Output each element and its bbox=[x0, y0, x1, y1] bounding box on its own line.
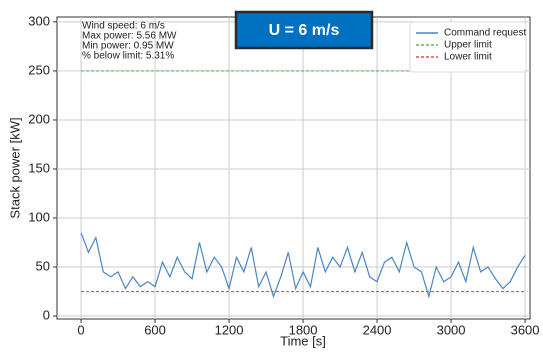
legend-box bbox=[409, 21, 527, 73]
y-tick-label: 0 bbox=[43, 307, 50, 322]
annotation: Max power: 5.56 MW bbox=[82, 31, 177, 42]
data-line bbox=[80, 232, 526, 299]
annotation: Min power: 0.95 MW bbox=[82, 41, 174, 52]
x-tick-label: 1200 bbox=[215, 322, 244, 337]
title-box bbox=[234, 10, 374, 50]
y-tick-label: 300 bbox=[28, 13, 50, 28]
x-tick-label: 0 bbox=[77, 322, 84, 337]
legend-label: Lower limit bbox=[444, 52, 492, 63]
x-tick-label: 2400 bbox=[363, 322, 392, 337]
x-tick-label: 600 bbox=[144, 322, 166, 337]
legend-label: Upper limit bbox=[444, 40, 492, 51]
y-axis-label: Stack power [kW] bbox=[7, 117, 22, 218]
chart-title: U = 6 m/s bbox=[269, 22, 340, 39]
x-tick-label: 1800 bbox=[289, 322, 318, 337]
y-tick-label: 50 bbox=[36, 258, 50, 273]
x-tick-label: 3000 bbox=[437, 322, 466, 337]
x-axis-label: Time [s] bbox=[280, 333, 326, 348]
annotation: % below limit: 5.31% bbox=[82, 51, 174, 62]
annotation: Wind speed: 6 m/s bbox=[82, 21, 165, 32]
y-tick-label: 250 bbox=[28, 62, 50, 77]
y-tick-label: 100 bbox=[28, 209, 50, 224]
y-tick-label: 150 bbox=[28, 160, 50, 175]
x-tick-label: 3600 bbox=[511, 322, 540, 337]
legend-label: Command request bbox=[444, 28, 526, 39]
y-tick-label: 200 bbox=[28, 111, 50, 126]
